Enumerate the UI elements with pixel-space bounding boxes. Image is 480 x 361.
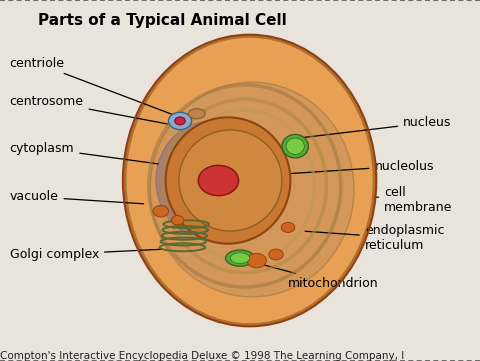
Ellipse shape xyxy=(156,121,266,240)
Ellipse shape xyxy=(286,138,304,155)
Circle shape xyxy=(175,117,185,125)
Text: Compton's Interactive Encyclopedia Deluxe © 1998 The Learning Company, I: Compton's Interactive Encyclopedia Delux… xyxy=(0,351,404,361)
Circle shape xyxy=(153,205,168,217)
Circle shape xyxy=(171,216,184,225)
Ellipse shape xyxy=(188,109,205,119)
Text: nucleolus: nucleolus xyxy=(243,160,434,177)
Ellipse shape xyxy=(179,130,282,231)
Circle shape xyxy=(247,253,266,268)
Ellipse shape xyxy=(166,117,290,244)
Ellipse shape xyxy=(230,253,250,264)
Circle shape xyxy=(168,112,192,130)
Text: cell
membrane: cell membrane xyxy=(375,186,452,214)
Circle shape xyxy=(269,249,283,260)
Text: nucleus: nucleus xyxy=(303,116,452,138)
Circle shape xyxy=(198,165,239,196)
Ellipse shape xyxy=(226,250,254,266)
Text: endoplasmic
reticulum: endoplasmic reticulum xyxy=(305,224,444,252)
Text: cytoplasm: cytoplasm xyxy=(10,142,158,164)
Text: mitochondrion: mitochondrion xyxy=(248,261,379,290)
Text: Golgi complex: Golgi complex xyxy=(10,248,163,261)
Ellipse shape xyxy=(150,82,354,297)
Text: vacuole: vacuole xyxy=(10,190,144,204)
Ellipse shape xyxy=(125,36,374,325)
Text: Parts of a Typical Animal Cell: Parts of a Typical Animal Cell xyxy=(38,13,287,28)
Ellipse shape xyxy=(282,135,308,158)
Text: centriole: centriole xyxy=(10,57,173,114)
Circle shape xyxy=(281,222,295,232)
Text: centrosome: centrosome xyxy=(10,95,168,124)
